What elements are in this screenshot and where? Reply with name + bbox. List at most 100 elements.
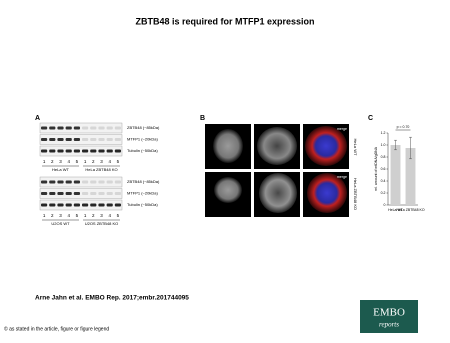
logo-text: EMBO (373, 307, 405, 319)
band (82, 149, 89, 153)
band (57, 192, 64, 195)
band (73, 192, 80, 195)
band-label: Tubulin (~50kDa) (127, 148, 158, 153)
band (98, 138, 105, 141)
band (82, 126, 89, 130)
y-tick-label: 0 (384, 203, 386, 207)
band-label: ZBTB48 (~85kDa) (127, 179, 160, 184)
band (57, 203, 64, 207)
citation: Arne Jahn et al. EMBO Rep. 2017;embr.201… (35, 295, 189, 302)
group-label: HeLa WT (52, 167, 69, 172)
panel-label: C (368, 115, 373, 122)
band (41, 126, 48, 130)
group-label: HeLa ZBTB48 KO (85, 167, 117, 172)
band (98, 126, 105, 130)
band (90, 203, 97, 207)
copyright: © as stated in the article, figure or fi… (4, 325, 109, 332)
lane-label: 5 (76, 213, 79, 218)
row-label: HeLa WT (353, 139, 358, 156)
lane-label: 2 (92, 159, 95, 164)
band (73, 180, 80, 184)
lane-label: 3 (59, 159, 62, 164)
band (65, 192, 72, 195)
y-tick-label: 0.4 (381, 179, 386, 183)
group-label: U2OS WT (51, 221, 70, 226)
band (41, 192, 48, 195)
band (65, 180, 72, 184)
band (90, 138, 97, 141)
band (41, 138, 48, 141)
band (114, 192, 121, 195)
band (73, 138, 80, 141)
lane-label: 1 (84, 159, 87, 164)
y-tick-label: 0.8 (381, 155, 386, 159)
y-tick-label: 1.0 (381, 143, 386, 147)
image-label: merge (337, 175, 347, 179)
blot-strip (39, 134, 123, 145)
band (98, 149, 105, 153)
row-label: HeLa ZBTB48 KO (353, 178, 358, 210)
band (49, 149, 56, 153)
band (49, 192, 56, 195)
lane-label: 3 (59, 213, 62, 218)
band (41, 180, 48, 184)
band (90, 149, 97, 153)
band (65, 138, 72, 141)
band (41, 149, 48, 153)
band (65, 126, 72, 130)
band (106, 192, 113, 195)
band (106, 203, 113, 207)
bar (405, 148, 416, 205)
band (41, 203, 48, 207)
image-label: merge (337, 127, 347, 131)
band (65, 149, 72, 153)
band (49, 203, 56, 207)
band (98, 180, 105, 184)
band (114, 149, 121, 153)
band (106, 126, 113, 130)
band (73, 149, 80, 153)
band-label: MTFP1 (~20kDa) (127, 137, 158, 142)
annotation: p = 0.70 (397, 125, 410, 129)
lane-label: 5 (117, 159, 120, 164)
band (49, 138, 56, 141)
band (82, 180, 89, 184)
blot-strip (39, 176, 123, 188)
lane-label: 4 (67, 159, 70, 164)
band (73, 203, 80, 207)
y-tick-label: 0.6 (381, 167, 386, 171)
band (98, 192, 105, 195)
x-tick-label: HeLa ZBTB48 KO (396, 208, 424, 212)
band (106, 149, 113, 153)
lane-label: 2 (51, 213, 54, 218)
band (73, 126, 80, 130)
lane-label: 2 (92, 213, 95, 218)
band (49, 180, 56, 184)
lane-label: 1 (43, 159, 46, 164)
lane-label: 1 (84, 213, 87, 218)
band (90, 126, 97, 130)
y-axis-label: rel. amount of mtDNA/gDNA (374, 146, 378, 191)
logo-text: reports (379, 321, 399, 329)
y-tick-label: 1.2 (381, 131, 386, 135)
band (90, 192, 97, 195)
band-label: Tubulin (~50kDa) (127, 202, 158, 207)
band (114, 126, 121, 130)
band (57, 149, 64, 153)
lane-label: 4 (108, 213, 111, 218)
band (114, 180, 121, 184)
x-tick-label: HeLa WT (388, 208, 404, 212)
band (98, 203, 105, 207)
band (90, 180, 97, 184)
band (82, 192, 89, 195)
group-label: U2OS ZBTB48 KO (85, 221, 119, 226)
band (106, 180, 113, 184)
lane-label: 3 (100, 159, 103, 164)
band-label: ZBTB48 (~85kDa) (127, 125, 160, 130)
band (57, 138, 64, 141)
lane-label: 1 (43, 213, 46, 218)
band (82, 203, 89, 207)
y-tick-label: 0.2 (381, 191, 386, 195)
lane-label: 5 (117, 213, 120, 218)
slide-title: ZBTB48 is required for MTFP1 expression (135, 16, 314, 26)
